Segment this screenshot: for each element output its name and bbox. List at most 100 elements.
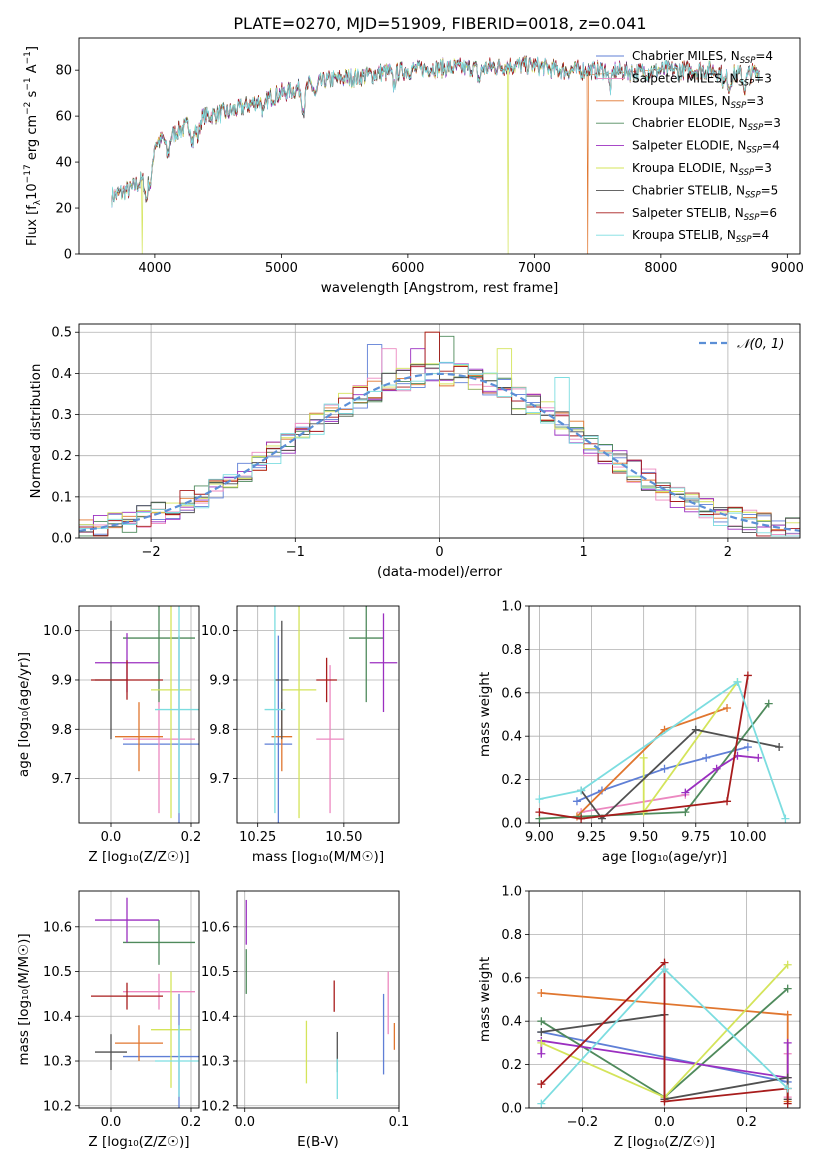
weight_vs_age-marker: [535, 795, 544, 804]
residuals-frame: [78, 323, 801, 539]
weight_vs_age-series-line: [580, 728, 780, 821]
legend-entry: Chabrier MILES, NSSP=4: [632, 49, 773, 66]
residuals-ytick-label: 0.0: [51, 532, 72, 547]
age_vs_Z-errorbar: [91, 660, 163, 700]
weight_vs_age-marker: [733, 677, 742, 686]
weight_vs_age-series-line: [539, 703, 770, 820]
spectrum-xtick-label: 5000: [265, 261, 298, 276]
weight_vs_age-marker: [681, 788, 690, 797]
weight_vs_age-marker: [660, 764, 669, 773]
residuals-xtick-label: 2: [724, 545, 732, 560]
mass_vs_EBV-xlabel: E(B-V): [297, 1134, 339, 1150]
age_vs_mass-xtick-label: 10.25: [239, 830, 276, 845]
spectrum-ytick-label: 40: [55, 156, 72, 171]
weight_vs_age-xtick-label: 9.75: [681, 830, 710, 845]
residuals-ytick-label: 0.1: [51, 490, 72, 505]
weight_vs_Z-ytick-label: 1.0: [501, 885, 522, 900]
weight_vs_Z-axes: −0.2 0.0 0.2 0.0 0.2 0.4 0.6 0.8 1.0 Z [log₁₀(Z/Z…: [501, 885, 800, 1150]
mass_vs_EBV-frame: [236, 890, 400, 1109]
residuals-axes: −2 −1 0 1 2 0.0 0.1 0.2 0.3 0.4 0.5 (data-model)/er…: [51, 324, 801, 580]
age_vs_mass-errorbar: [274, 620, 289, 740]
age_vs_Z-errorbar: [123, 606, 195, 703]
weight_vs_age-marker: [535, 808, 544, 817]
spectrum-axes: 4000 5000 6000 7000 8000 9000 0 20 40 60 80 wavelen…: [55, 55, 804, 296]
weight_vs_Z-marker: [537, 988, 546, 997]
mass_vs_Z-ytick-label: 10.4: [43, 1010, 72, 1025]
mass_vs_Z-ytick-label: 10.2: [43, 1099, 72, 1114]
mass_vs_EBV-ytick-label: 10.5: [201, 965, 230, 980]
residuals-ytick-label: 0.5: [51, 326, 72, 341]
legend-entry: Kroupa STELIB, NSSP=4: [632, 228, 769, 245]
age_vs_mass-xtick-label: 10.50: [325, 830, 362, 845]
weight_vs_Z-ytick-label: 0.8: [501, 928, 522, 943]
weight_vs_age-marker: [723, 797, 732, 806]
weight_vs_age-marker: [639, 753, 648, 762]
mass_vs_Z-errorbar: [155, 1025, 199, 1097]
mass_vs_Z-errorbar: [115, 1025, 163, 1062]
weight_vs_age-series-line: [539, 680, 787, 819]
mass_vs_Z-errorbar: [123, 973, 195, 1010]
spectrum-ytick-label: 80: [55, 64, 72, 79]
weight_vs_age-ytick-label: 0.0: [501, 817, 522, 832]
age_vs_mass-frame: [236, 605, 400, 824]
weight_vs_age-marker: [691, 725, 700, 734]
weight_vs_Z-marker: [660, 1097, 669, 1106]
weight_vs_age-xtick-label: 10.00: [729, 830, 766, 845]
weight_vs_age-marker: [743, 671, 752, 680]
spectrum-xtick-label: 9000: [771, 261, 804, 276]
mass_vs_Z-errorbar: [123, 920, 195, 965]
age_vs_mass-errorbar: [281, 606, 317, 819]
weight_vs_Z-marker: [537, 1017, 546, 1026]
age_vs_mass-errorbar: [264, 606, 286, 814]
age_vs_mass-ytick-label: 9.7: [209, 772, 230, 787]
weight_vs_age-xtick-label: 9.50: [629, 830, 658, 845]
age_vs_mass-xlabel: mass [log₁₀(M/M☉)]: [252, 849, 384, 865]
mass_vs_EBV-xtick-label: 0.0: [234, 1115, 255, 1130]
spectrum-xtick-label: 6000: [391, 261, 424, 276]
weight_vs_Z-ytick-label: 0.2: [501, 1058, 522, 1073]
spectrum-ytick-label: 60: [55, 110, 72, 125]
weight_vs_Z-xtick-label: 0.0: [654, 1115, 675, 1130]
age_vs_Z-ylabel: age [log₁₀(age/yr)]: [16, 652, 32, 777]
weight_vs_Z-marker: [783, 960, 792, 969]
weight_vs_age-ytick-label: 1.0: [501, 600, 522, 615]
weight_vs_age-xlabel: age [log₁₀(age/yr)]: [602, 849, 727, 865]
weight_vs_age-marker: [764, 699, 773, 708]
age_vs_Z-ytick-label: 10.0: [43, 624, 72, 639]
mass_vs_Z-ytick-label: 10.6: [43, 920, 72, 935]
legend-entry: Kroupa ELODIE, NSSP=3: [632, 161, 772, 178]
weight_vs_age-xtick-label: 9.25: [577, 830, 606, 845]
weight_vs_age-ytick-label: 0.2: [501, 773, 522, 788]
weight_vs_Z-series-line: [540, 960, 789, 1104]
age_vs_mass-errorbar: [316, 657, 337, 703]
weight_vs_Z-marker: [537, 1080, 546, 1089]
weight_vs_age-ytick-label: 0.8: [501, 643, 522, 658]
mass_vs_Z-errorbar: [95, 1034, 127, 1070]
residuals-legend: 𝒩(0, 1): [699, 337, 784, 352]
weight_vs_age-marker: [781, 814, 790, 823]
spectrum-xtick-label: 4000: [138, 261, 171, 276]
mass_vs_Z-xlabel: Z [log₁₀(Z/Z☉)]: [88, 1134, 189, 1150]
weight_vs_age-ylabel: mass weight: [477, 672, 493, 757]
weight_vs_age-ytick-label: 0.6: [501, 686, 522, 701]
weight_vs_Z-xtick-label: 0.2: [736, 1115, 757, 1130]
spectrum-xlabel: wavelength [Angstrom, rest frame]: [321, 280, 559, 296]
age_vs_mass-errorbar: [316, 665, 344, 814]
legend-entry: Chabrier ELODIE, NSSP=3: [632, 116, 781, 133]
mass_vs_Z-ylabel: mass [log₁₀(M/M☉)]: [16, 933, 32, 1065]
weight_vs_age-marker: [723, 703, 732, 712]
age_vs_Z-xtick-label: 0.0: [101, 830, 122, 845]
weight_vs_age-axes: 9.00 9.25 9.50 9.75 10.00 0.0 0.2 0.4 0.6 0.8 1.0 a…: [501, 600, 800, 865]
weight_vs_age-marker: [775, 743, 784, 752]
weight_vs_Z-marker: [783, 1010, 792, 1019]
spectrum-line: [111, 55, 760, 254]
age_vs_Z-xtick-label: 0.2: [181, 830, 202, 845]
spectrum-legend: Chabrier MILES, NSSP=4 Salpeter MILES, NS…: [596, 49, 781, 245]
mass_vs_Z-xtick-label: 0.2: [181, 1115, 202, 1130]
age_vs_mass-errorbar: [369, 613, 398, 713]
weight_vs_age-xtick-label: 9.00: [525, 830, 554, 845]
weight_vs_Z-marker: [537, 1028, 546, 1037]
weight_vs_age-series-line: [642, 681, 739, 815]
spectrum-ytick-label: 20: [55, 202, 72, 217]
